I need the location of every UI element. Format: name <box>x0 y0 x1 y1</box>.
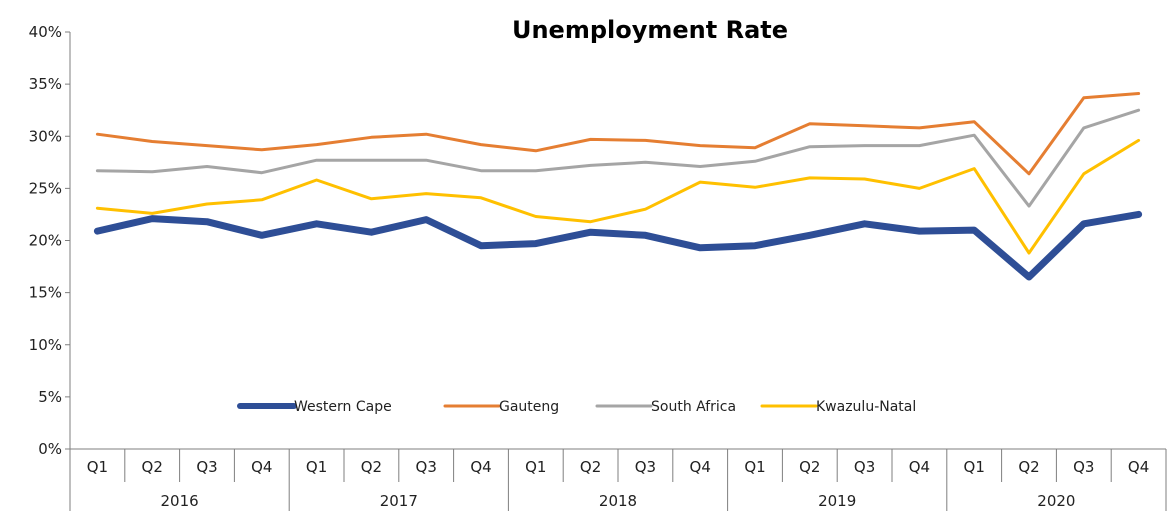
legend-label-gauteng: Gauteng <box>499 399 559 415</box>
y-tick-label: 40% <box>29 23 62 41</box>
series-line-kwazulu-natal <box>95 138 1141 255</box>
x-tick-label: Q4 <box>251 458 272 476</box>
x-axis-category-table: Q1 Q2 Q3 Q4 Q1 Q2 Q3 Q4 Q1 Q2 Q3 Q4 Q1 Q2 Q3 Q4 Q1 Q2 Q3 Q4… <box>69 449 1167 511</box>
y-tick-label: 0% <box>38 440 62 458</box>
x-tick-label: Q1 <box>525 458 546 476</box>
x-tick-label: Q1 <box>744 458 765 476</box>
y-tick-label: 25% <box>29 179 62 197</box>
y-tick-label: 30% <box>29 127 62 145</box>
x-tick-label: Q2 <box>1018 458 1039 476</box>
x-tick-label: Q1 <box>87 458 108 476</box>
x-tick-label: Q4 <box>470 458 491 476</box>
x-tick-label: Q2 <box>361 458 382 476</box>
y-tick-label: 20% <box>29 232 62 250</box>
series-line-gauteng <box>95 92 1141 176</box>
year-label: 2016 <box>161 492 199 510</box>
x-tick-label: Q2 <box>799 458 820 476</box>
x-tick-label: Q3 <box>1073 458 1094 476</box>
year-label: 2017 <box>380 492 418 510</box>
year-label: 2020 <box>1037 492 1075 510</box>
legend-label-kwazulu-natal: Kwazulu-Natal <box>816 399 916 415</box>
x-tick-label: Q2 <box>142 458 163 476</box>
x-tick-label: Q4 <box>909 458 930 476</box>
year-label: 2018 <box>599 492 637 510</box>
x-tick-label: Q3 <box>635 458 656 476</box>
x-tick-label: Q3 <box>196 458 217 476</box>
year-label: 2019 <box>818 492 856 510</box>
y-tick-label: 5% <box>38 388 62 406</box>
series-line-south-africa <box>95 108 1141 208</box>
chart-title: Unemployment Rate <box>512 16 788 44</box>
x-tick-label: Q4 <box>1128 458 1149 476</box>
x-tick-label: Q4 <box>690 458 711 476</box>
x-tick-label: Q3 <box>416 458 437 476</box>
x-tick-label: Q2 <box>580 458 601 476</box>
x-tick-label: Q1 <box>306 458 327 476</box>
x-tick-label: Q3 <box>854 458 875 476</box>
y-tick-label: 15% <box>29 284 62 302</box>
legend-label-western-cape: Western Cape <box>294 399 392 415</box>
series-line-western-cape <box>93 210 1143 281</box>
x-tick-label: Q1 <box>964 458 985 476</box>
legend-label-south-africa: South Africa <box>651 399 736 415</box>
series-lines <box>93 92 1143 281</box>
y-axis-tick-labels: 0% 5% 10% 15% 20% 25% 30% 35% 40% <box>29 23 62 458</box>
y-tick-label: 35% <box>29 75 62 93</box>
y-tick-label: 10% <box>29 336 62 354</box>
legend: Western Cape Gauteng South Africa Kwazulu-N… <box>237 399 916 415</box>
